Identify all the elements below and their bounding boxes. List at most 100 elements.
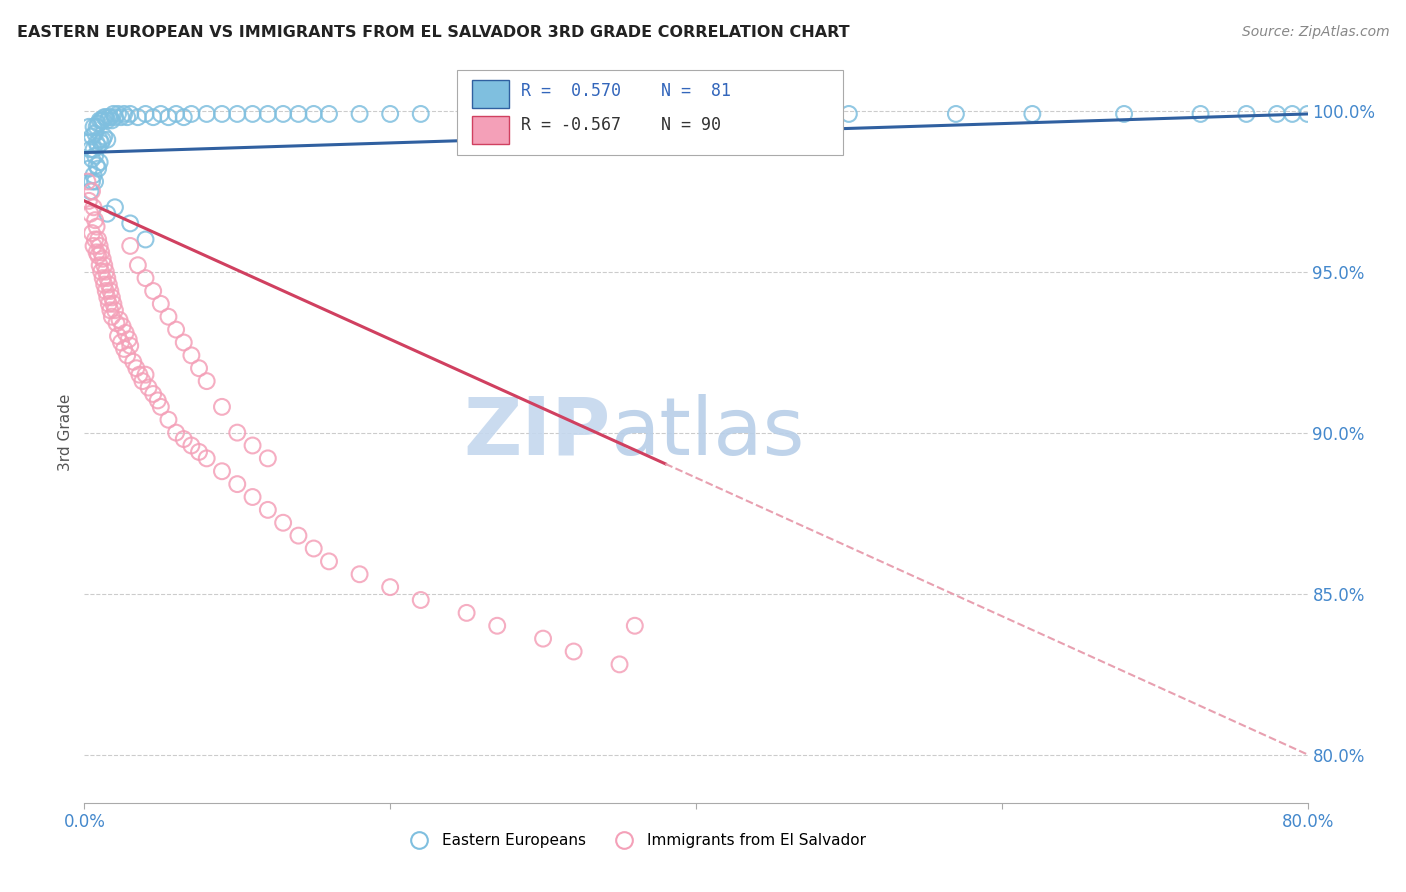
Point <box>135 271 157 285</box>
Point <box>104 200 127 214</box>
Point <box>90 113 112 128</box>
Point <box>456 606 478 620</box>
Point <box>125 361 148 376</box>
Point <box>103 107 125 121</box>
Point <box>97 110 120 124</box>
Point <box>86 245 108 260</box>
Point <box>226 107 249 121</box>
Point <box>89 258 111 272</box>
Point <box>135 368 157 382</box>
Point <box>211 400 233 414</box>
Point <box>242 490 264 504</box>
Point <box>115 110 138 124</box>
Point <box>94 265 117 279</box>
Point <box>110 335 132 350</box>
Point <box>86 158 108 172</box>
Point <box>157 413 180 427</box>
Point <box>131 374 153 388</box>
Point <box>257 451 280 466</box>
Point <box>180 438 202 452</box>
Point <box>1296 107 1319 121</box>
Point <box>77 161 100 176</box>
Point <box>104 110 127 124</box>
FancyBboxPatch shape <box>457 70 842 155</box>
Point <box>90 265 112 279</box>
Point <box>226 477 249 491</box>
Point <box>101 290 124 304</box>
Point <box>86 136 108 150</box>
Point <box>97 297 120 311</box>
Point <box>97 277 120 292</box>
Point <box>142 284 165 298</box>
Point <box>195 451 218 466</box>
Point <box>86 120 108 134</box>
Point <box>83 200 105 214</box>
Point <box>107 329 129 343</box>
Point <box>110 110 132 124</box>
Point <box>80 175 103 189</box>
Point <box>93 277 115 292</box>
Point <box>157 310 180 324</box>
Point <box>77 120 100 134</box>
Point <box>101 310 124 324</box>
Point <box>135 107 157 121</box>
Point <box>142 110 165 124</box>
Point <box>302 541 325 556</box>
Point <box>93 129 115 144</box>
Point <box>105 316 128 330</box>
Point <box>945 107 967 121</box>
Point <box>318 554 340 568</box>
Point <box>149 107 172 121</box>
Point <box>547 107 569 121</box>
Point <box>112 107 135 121</box>
Point <box>257 107 280 121</box>
Point <box>127 258 149 272</box>
Point <box>211 107 233 121</box>
Point <box>80 184 103 198</box>
Point <box>83 168 105 182</box>
Point <box>1265 107 1288 121</box>
Point <box>86 219 108 234</box>
Point <box>114 326 136 340</box>
Point <box>165 323 187 337</box>
Legend: Eastern Europeans, Immigrants from El Salvador: Eastern Europeans, Immigrants from El Sa… <box>398 827 872 855</box>
Point <box>409 593 432 607</box>
Point <box>120 339 142 353</box>
Point <box>287 528 309 542</box>
Point <box>89 133 111 147</box>
Point <box>77 194 100 208</box>
Point <box>1236 107 1258 121</box>
Point <box>761 107 783 121</box>
Point <box>80 152 103 166</box>
Point <box>188 445 211 459</box>
Point <box>157 110 180 124</box>
Point <box>188 361 211 376</box>
Point <box>84 175 107 189</box>
Point <box>146 393 169 408</box>
Point <box>89 239 111 253</box>
Point <box>624 619 647 633</box>
Point <box>93 110 115 124</box>
Point <box>271 516 294 530</box>
Point <box>257 503 280 517</box>
Point <box>79 142 101 156</box>
Point <box>120 239 142 253</box>
Point <box>271 107 294 121</box>
Text: R = -0.567    N = 90: R = -0.567 N = 90 <box>522 116 721 135</box>
Point <box>380 580 402 594</box>
Bar <box>472 80 509 108</box>
Point <box>173 110 195 124</box>
Point <box>89 155 111 169</box>
Text: Source: ZipAtlas.com: Source: ZipAtlas.com <box>1241 25 1389 39</box>
Point <box>87 232 110 246</box>
Point <box>120 216 142 230</box>
Point <box>112 342 135 356</box>
Point <box>120 107 142 121</box>
Point <box>409 107 432 121</box>
Point <box>80 129 103 144</box>
Point <box>302 107 325 121</box>
Point <box>562 644 585 658</box>
Point <box>94 284 117 298</box>
Point <box>96 113 118 128</box>
Point <box>118 332 141 346</box>
